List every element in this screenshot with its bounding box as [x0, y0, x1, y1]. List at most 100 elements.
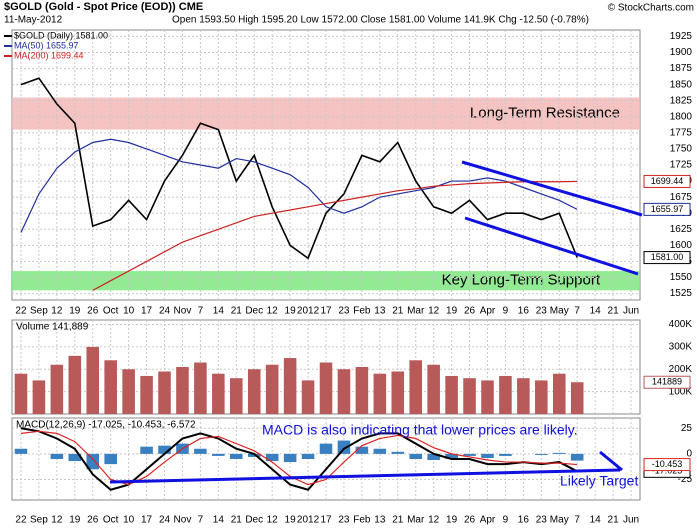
y-tick-label: 1550	[670, 272, 693, 283]
x-tick-label: 19	[69, 306, 81, 317]
bar	[212, 453, 225, 456]
bar	[68, 355, 82, 414]
bar	[391, 451, 405, 454]
bar	[552, 452, 566, 454]
band-label: Long-Term Resistance	[470, 105, 620, 122]
bar	[409, 453, 422, 459]
bar	[194, 448, 207, 454]
bar	[283, 358, 297, 414]
series-line	[20, 138, 578, 233]
x-tick-label: 26	[464, 515, 476, 526]
y-tick-label: 1750	[670, 144, 693, 155]
x-tick-label: 23	[536, 515, 548, 526]
bar	[481, 380, 494, 414]
x-tick-label: 26	[464, 306, 476, 317]
bar	[445, 453, 458, 459]
x-tick-label: 23	[338, 515, 350, 526]
y-tick-label: 25	[681, 423, 693, 434]
x-tick-label: 19	[69, 515, 81, 526]
y-tick-label: 1625	[670, 224, 693, 235]
x-tick-label: Oct	[103, 515, 119, 526]
x-tick-label: 13	[374, 306, 386, 317]
y-tick-label: 1725	[670, 160, 693, 171]
bar	[373, 448, 387, 454]
bar	[140, 375, 153, 414]
x-tick-label: May	[550, 306, 569, 317]
bar	[140, 446, 153, 454]
series-line	[20, 430, 578, 486]
quote: Open 1593.50 High 1595.20 Low 1572.00 Cl…	[172, 15, 589, 26]
bar	[301, 453, 315, 459]
last-value-tag	[643, 202, 691, 216]
bar	[427, 453, 440, 461]
annotation: Likely Target	[560, 473, 638, 489]
y-tick-label: 100K	[669, 386, 693, 397]
x-tick-label: 26	[87, 306, 99, 317]
bar	[517, 378, 530, 414]
x-tick-label: 9	[503, 515, 509, 526]
x-tick-label: 17	[141, 515, 153, 526]
bar	[373, 373, 387, 414]
y-tick-label: 0	[686, 449, 692, 460]
x-tick-label: 7	[574, 306, 580, 317]
bar	[104, 453, 117, 465]
y-tick-label: 1775	[670, 127, 693, 138]
y-tick-label: 200K	[669, 364, 693, 375]
x-tick-label: 17	[320, 306, 332, 317]
last-value-tag	[643, 458, 691, 472]
x-tick-label: Jun	[623, 515, 639, 526]
x-tick-label: 22	[15, 306, 27, 317]
x-tick-label: 14	[213, 515, 225, 526]
bar	[552, 373, 566, 414]
band	[12, 271, 640, 291]
last-value-label: -10.453	[652, 459, 683, 469]
x-tick-label: 24	[159, 306, 171, 317]
bar	[158, 371, 171, 414]
x-tick-label: 16	[518, 515, 530, 526]
x-tick-label: May	[550, 515, 569, 526]
x-tick-label: Nov	[174, 515, 192, 526]
bar	[32, 380, 46, 414]
x-tick-label: 21	[392, 306, 404, 317]
x-tick-label: Apr	[480, 306, 496, 317]
x-tick-label: 12	[51, 306, 63, 317]
x-tick-label: 9	[503, 306, 509, 317]
x-tick-label: Nov	[174, 306, 192, 317]
last-value-label: 1655.97	[651, 204, 684, 214]
last-value-tag	[643, 375, 691, 389]
x-tick-label: 21	[231, 515, 243, 526]
x-tick-label: 21	[231, 306, 243, 317]
bar	[409, 360, 422, 414]
x-tick-label: Feb	[353, 306, 371, 317]
x-tick-label: 10	[123, 515, 135, 526]
last-value-label: 1581.00	[651, 252, 684, 262]
bar	[355, 446, 369, 454]
y-tick-label: -25	[678, 474, 693, 485]
bar	[247, 453, 261, 457]
x-tick-label: 14	[590, 515, 602, 526]
bar	[319, 362, 333, 414]
last-value-tag	[643, 174, 691, 188]
bar	[230, 453, 243, 459]
annotation: MACD is also indicating that lower price…	[262, 422, 578, 438]
x-tick-label: Dec	[245, 306, 263, 317]
macd-trendline	[109, 468, 621, 484]
x-tick-label: 14	[213, 306, 225, 317]
x-tick-label: 21	[608, 306, 620, 317]
panel-title: Volume 141,889	[16, 322, 89, 333]
bar	[212, 373, 225, 414]
bar	[50, 453, 64, 459]
bar	[86, 346, 100, 414]
x-tick-label: Feb	[353, 515, 371, 526]
x-tick-label: 7	[198, 306, 204, 317]
x-tick-label: Sep	[30, 515, 48, 526]
x-tick-label: 21	[608, 515, 620, 526]
x-tick-label: 19	[285, 306, 297, 317]
bar	[265, 364, 279, 414]
bar	[265, 453, 279, 462]
bar	[104, 360, 117, 414]
x-tick-label: 19	[446, 306, 458, 317]
symbol: $GOLD (Gold - Spot Price (EOD)) CME	[4, 1, 203, 13]
x-tick-label: 23	[536, 306, 548, 317]
x-tick-label: 14	[590, 306, 602, 317]
